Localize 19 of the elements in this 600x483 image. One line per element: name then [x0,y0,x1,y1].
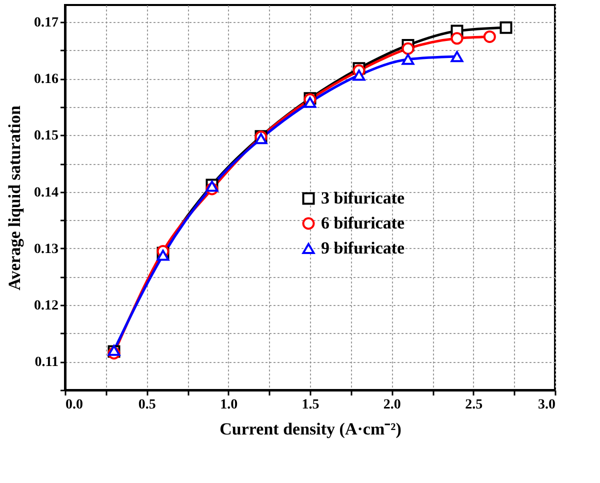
text: 2.0 [383,398,401,412]
y-tick-label: 0.16 [34,72,58,88]
x-tick-label: 2.5 [465,398,483,412]
y-tick-label: 0.11 [34,355,58,370]
y-tick-label: 0.14 [34,185,58,200]
x-tick-label: 0.5 [138,398,156,412]
y-tick-label: 0.17 [34,15,58,30]
legend-label: 9 bifuricate [321,238,406,258]
y-tick-label: 0.15 [34,128,58,144]
legend-label: 3 bifuricate [321,188,406,208]
text: 1.0 [220,398,238,412]
legend-label: 6 bifuricate [321,214,406,232]
y-tick-label: 0.12 [34,298,58,314]
text: 0.0 [66,398,83,412]
x-tick-label: 1.5 [302,398,320,412]
x-axis-title: Current density (A·cm⁻²) [220,420,402,438]
text: 3.0 [538,398,556,412]
y-axis-title: Average liquid saturation [5,105,24,290]
y-tick-label: 0.13 [34,242,58,257]
